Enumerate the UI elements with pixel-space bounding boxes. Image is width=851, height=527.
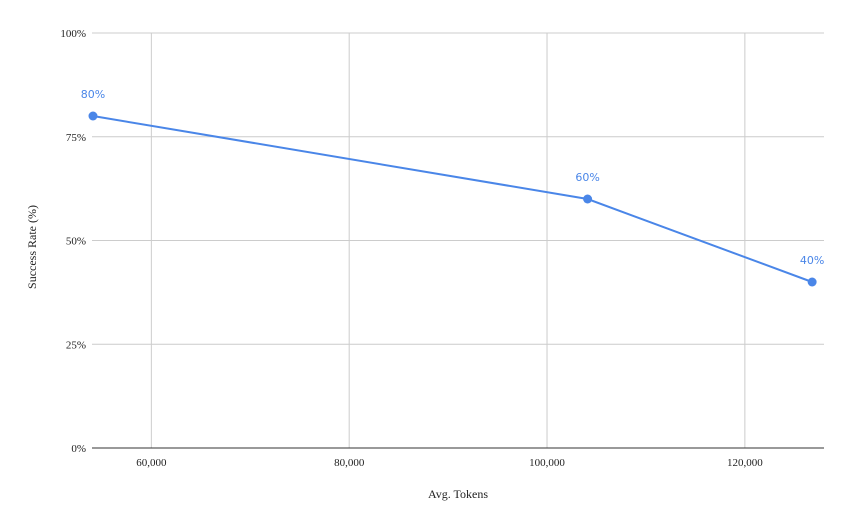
data-label: 80% [81,88,105,101]
x-tick-label: 80,000 [334,457,365,469]
y-tick-label: 50% [66,236,86,248]
y-axis: 0% 25% 50% 75% 100% [60,28,86,455]
y-tick-label: 100% [60,28,86,40]
series-line [92,115,813,283]
y-tick-label: 25% [66,339,86,351]
data-point [88,111,98,121]
y-tick-label: 0% [71,443,86,455]
y-axis-title: Success Rate (%) [25,205,39,289]
x-tick-label: 60,000 [136,457,167,469]
data-label: 40% [800,254,824,267]
grid-lines [92,32,824,448]
x-tick-label: 120,000 [727,457,763,469]
x-axis: 60,000 80,000 100,000 120,000 [92,447,824,469]
y-tick-label: 75% [66,132,86,144]
series-group: 80% 60% 40% [81,88,824,287]
data-point [807,277,817,287]
x-axis-title: Avg. Tokens [428,487,488,501]
data-label: 60% [575,171,599,184]
data-point [583,194,593,204]
x-tick-label: 100,000 [529,457,565,469]
